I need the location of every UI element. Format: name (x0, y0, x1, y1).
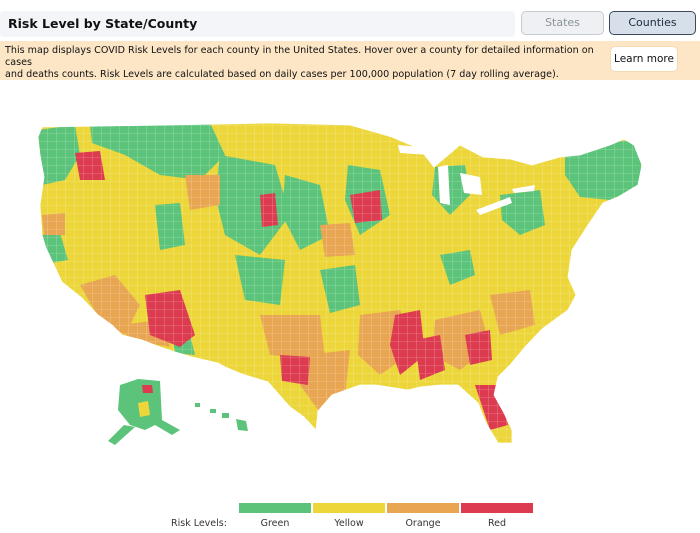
counties-toggle-button[interactable]: Counties (609, 11, 696, 35)
info-text: This map displays COVID Risk Levels for … (5, 45, 605, 81)
info-text-line-1: This map displays COVID Risk Levels for … (5, 45, 594, 68)
title-box: Risk Level by State/County (0, 11, 515, 37)
hawaii-counties (195, 403, 248, 431)
alaska-counties (108, 379, 180, 445)
legend-swatch-yellow (313, 503, 385, 513)
us-county-risk-map[interactable] (20, 85, 700, 497)
legend-swatch-green (239, 503, 311, 513)
risk-level-legend: Risk Levels: Green Yellow Orange Red (0, 502, 700, 533)
header-bar: Risk Level by State/County States Counti… (0, 8, 700, 39)
legend-label-green: Green (260, 518, 290, 529)
legend-label-yellow: Yellow (334, 518, 364, 529)
info-banner: This map displays COVID Risk Levels for … (0, 41, 700, 80)
legend-label-red: Red (487, 518, 507, 529)
legend-title: Risk Levels: (171, 518, 227, 529)
learn-more-button[interactable]: Learn more (611, 47, 677, 71)
conus-outline (37, 122, 643, 444)
page-title: Risk Level by State/County (8, 16, 198, 31)
legend-swatch-red (461, 503, 533, 513)
states-toggle-button[interactable]: States (521, 11, 604, 35)
info-text-line-2: and deaths counts. Risk Levels are calcu… (5, 69, 559, 80)
great-lakes (398, 145, 535, 215)
legend-label-orange: Orange (405, 518, 441, 529)
legend-swatch-orange (387, 503, 459, 513)
